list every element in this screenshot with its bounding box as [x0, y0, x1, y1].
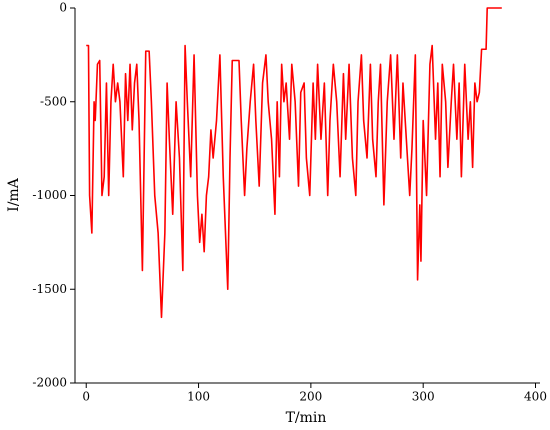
x-tick-label: 400: [524, 390, 547, 404]
x-axis-title: T/min: [286, 410, 327, 426]
y-axis-title: I/mA: [6, 177, 22, 212]
x-tick-label: 100: [187, 390, 210, 404]
y-tick-label: -2000: [32, 376, 67, 390]
x-tick-label: 0: [82, 390, 90, 404]
x-tick-label: 300: [412, 390, 435, 404]
x-tick-label: 200: [299, 390, 322, 404]
y-tick-label: 0: [59, 1, 67, 15]
y-tick-label: -1000: [32, 188, 67, 202]
y-tick-label: -1500: [32, 282, 67, 296]
y-tick-label: -500: [40, 94, 67, 108]
data-line: [86, 7, 502, 319]
